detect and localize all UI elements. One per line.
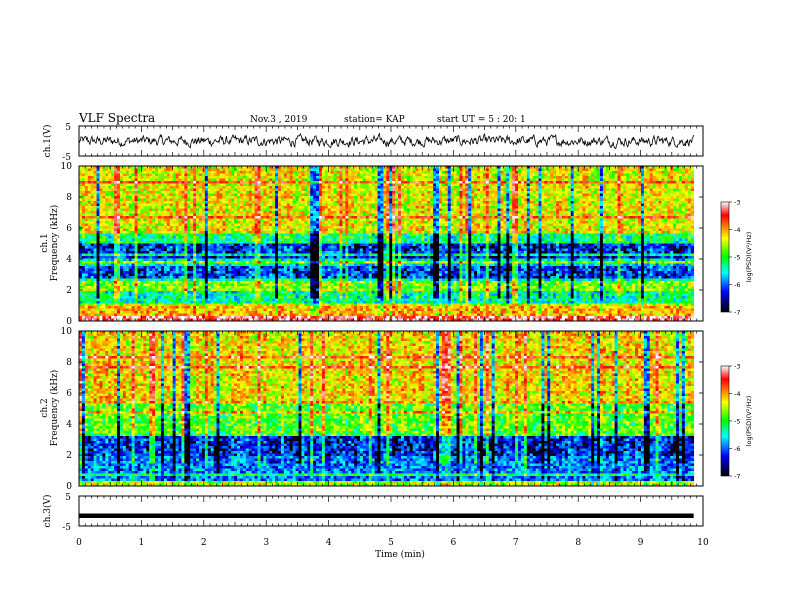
colorbar-tick-label: -4 bbox=[734, 390, 740, 398]
ch2-spectrogram-image bbox=[79, 331, 695, 487]
time-tick-label: 2 bbox=[201, 538, 207, 548]
colorbar-tick-label: -3 bbox=[734, 363, 740, 371]
ch2-spectrogram-ytick-label: 0 bbox=[66, 482, 72, 492]
ch1-ytick-top: 5 bbox=[65, 123, 71, 133]
colorbar-tick-label: -5 bbox=[734, 418, 740, 426]
time-tick-label: 4 bbox=[326, 538, 332, 548]
time-tick-label: 7 bbox=[513, 538, 519, 548]
time-axis-label: Time (min) bbox=[375, 549, 425, 560]
ch1-waveform-line bbox=[78, 132, 694, 150]
time-tick-label: 1 bbox=[139, 538, 145, 548]
figure-title: VLF Spectra bbox=[78, 111, 155, 125]
station-label: station= KAP bbox=[344, 115, 405, 125]
colorbar-tick-label: -5 bbox=[734, 254, 740, 262]
ch3-ytick-bottom: -5 bbox=[62, 523, 71, 533]
colorbar-tick-label: -7 bbox=[734, 473, 740, 481]
ch1-spectrogram-ylabel-channel: ch.1 bbox=[40, 233, 50, 252]
ch1-spectrogram-ytick-label: 0 bbox=[66, 317, 72, 327]
ch1-spectrogram-ytick-label: 2 bbox=[66, 286, 72, 296]
time-tick-label: 6 bbox=[451, 538, 457, 548]
ch2-colorbar-gradient bbox=[720, 365, 730, 477]
ch2-spectrogram-panel: 10 8 6 4 2 0 ch.2 Frequency (kHz) bbox=[40, 327, 704, 492]
ch1-colorbar-gradient bbox=[720, 201, 730, 313]
ch1-colorbar-label: log(PSD)(V²/Hz) bbox=[745, 232, 753, 283]
time-tick-label: 9 bbox=[638, 538, 644, 548]
time-tick-label: 5 bbox=[388, 538, 394, 548]
colorbar-tick-label: -3 bbox=[734, 199, 740, 207]
ch1-spectrogram-ytick-label: 6 bbox=[66, 224, 72, 234]
time-tick-label: 10 bbox=[697, 538, 709, 548]
ch3-ylabel: ch.3(V) bbox=[42, 495, 53, 528]
ch2-colorbar: -3 -4 -5 -6 -7 log(PSD)(V²/Hz) bbox=[720, 363, 753, 481]
ch2-spectrogram-ytick-label: 2 bbox=[66, 451, 72, 461]
colorbar-tick-label: -6 bbox=[734, 445, 740, 453]
ch2-spectrogram-ytick-label: 4 bbox=[66, 420, 72, 430]
ch1-spectrogram-image bbox=[79, 166, 695, 322]
ch1-ylabel: ch.1(V) bbox=[42, 125, 53, 158]
time-tick-label: 8 bbox=[575, 538, 581, 548]
ch1-spectrogram-ylabel-frequency: Frequency (kHz) bbox=[49, 205, 60, 282]
ch1-spectrogram-ytick-label: 10 bbox=[61, 162, 73, 172]
ch2-colorbar-label: log(PSD)(V²/Hz) bbox=[745, 396, 753, 447]
start-time-label: start UT = 5 : 20: 1 bbox=[437, 115, 526, 125]
ch1-colorbar: -3 -4 -5 -6 -7 log(PSD)(V²/Hz) bbox=[720, 199, 753, 317]
colorbar-tick-label: -6 bbox=[734, 281, 740, 289]
ch1-spectrogram-ytick-label: 8 bbox=[66, 193, 72, 203]
ch2-spectrogram-ylabel-channel: ch.2 bbox=[40, 398, 50, 417]
ch1-spectrogram-ytick-label: 4 bbox=[66, 255, 72, 265]
ch1-spectrogram-panel: 10 8 6 4 2 0 ch.1 Frequency (kHz) bbox=[40, 162, 704, 327]
time-axis-tick-labels: 0 1 2 3 4 5 6 7 8 9 10 bbox=[76, 538, 709, 548]
ch2-spectrogram-ylabel-frequency: Frequency (kHz) bbox=[49, 370, 60, 447]
ch1-ytick-bottom: -5 bbox=[62, 153, 71, 163]
date-label: Nov.3 , 2019 bbox=[250, 115, 308, 125]
time-tick-label: 3 bbox=[263, 538, 269, 548]
ch2-spectrogram-ytick-label: 10 bbox=[61, 327, 73, 337]
ch2-spectrogram-ytick-label: 8 bbox=[66, 358, 72, 368]
time-axis-ticks bbox=[78, 126, 704, 526]
ch3-ytick-top: 5 bbox=[65, 493, 71, 503]
ch2-spectrogram-ytick-label: 6 bbox=[66, 389, 72, 399]
colorbar-tick-label: -7 bbox=[734, 309, 740, 317]
time-tick-label: 0 bbox=[76, 538, 82, 548]
colorbar-tick-label: -4 bbox=[734, 226, 740, 234]
